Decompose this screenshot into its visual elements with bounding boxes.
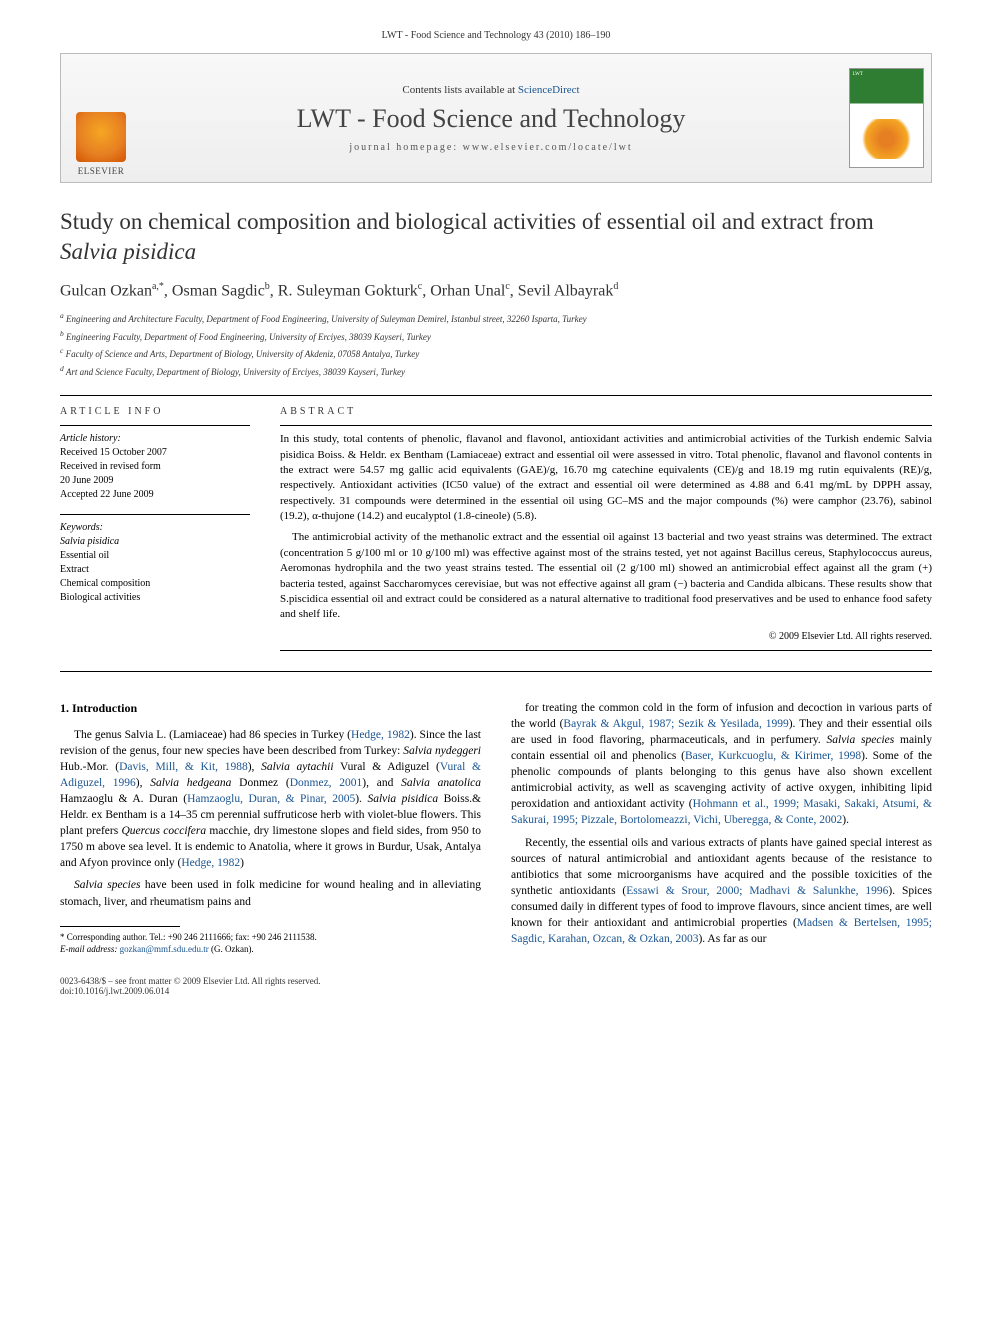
article-info-heading: ARTICLE INFO bbox=[60, 406, 250, 417]
article-history: Article history: Received 15 October 200… bbox=[60, 432, 250, 502]
citation-link[interactable]: Bayrak & Akgul, 1987; Sezik & Yesilada, … bbox=[563, 718, 788, 730]
citation-link[interactable]: Davis, Mill, & Kit, 1988 bbox=[119, 761, 248, 773]
running-header: LWT - Food Science and Technology 43 (20… bbox=[60, 30, 932, 41]
contents-available: Contents lists available at ScienceDirec… bbox=[141, 84, 841, 96]
citation-link[interactable]: Baser, Kurkcuoglu, & Kirimer, 1998 bbox=[685, 750, 861, 762]
journal-homepage: journal homepage: www.elsevier.com/locat… bbox=[141, 142, 841, 153]
affiliation-line: b Engineering Faculty, Department of Foo… bbox=[60, 328, 932, 345]
citation-link[interactable]: Hohmann et al., 1999; Masaki, Sakaki, At… bbox=[511, 798, 932, 826]
section-heading: 1. Introduction bbox=[60, 700, 481, 717]
email-link[interactable]: gozkan@mmf.sdu.edu.tr bbox=[120, 944, 209, 954]
journal-banner: ELSEVIER Contents lists available at Sci… bbox=[60, 53, 932, 183]
abstract: ABSTRACT In this study, total contents o… bbox=[280, 406, 932, 651]
affiliations: a Engineering and Architecture Faculty, … bbox=[60, 310, 932, 379]
keyword: Salvia pisidica bbox=[60, 535, 250, 549]
body-paragraph: Salvia species have been used in folk me… bbox=[60, 877, 481, 909]
doi-line: doi:10.1016/j.lwt.2009.06.014 bbox=[60, 986, 321, 996]
homepage-url: www.elsevier.com/locate/lwt bbox=[463, 142, 633, 153]
publisher-block: ELSEVIER bbox=[61, 54, 141, 182]
keyword: Chemical composition bbox=[60, 577, 250, 591]
keyword: Extract bbox=[60, 563, 250, 577]
publisher-name: ELSEVIER bbox=[78, 166, 125, 176]
keyword: Biological activities bbox=[60, 591, 250, 605]
keywords-label: Keywords: bbox=[60, 521, 250, 535]
body-column-right: for treating the common cold in the form… bbox=[511, 700, 932, 956]
citation-link[interactable]: Donmez, 2001 bbox=[290, 777, 363, 789]
article-info: ARTICLE INFO Article history: Received 1… bbox=[60, 406, 250, 651]
citation-link[interactable]: Hedge, 1982 bbox=[181, 857, 240, 869]
body-paragraph: The genus Salvia L. (Lamiaceae) had 86 s… bbox=[60, 727, 481, 872]
copyright-line: © 2009 Elsevier Ltd. All rights reserved… bbox=[280, 631, 932, 642]
citation-link[interactable]: Hamzaoglu, Duran, & Pinar, 2005 bbox=[187, 793, 355, 805]
history-line: Received in revised form bbox=[60, 460, 250, 474]
footnotes: * Corresponding author. Tel.: +90 246 21… bbox=[60, 931, 481, 956]
abstract-paragraph: In this study, total contents of phenoli… bbox=[280, 432, 932, 524]
abstract-paragraph: The antimicrobial activity of the methan… bbox=[280, 530, 932, 622]
affiliation-line: d Art and Science Faculty, Department of… bbox=[60, 363, 932, 380]
citation-link[interactable]: Madsen & Bertelsen, 1995; Sagdic, Karaha… bbox=[511, 917, 932, 945]
keywords-block: Keywords: Salvia pisidicaEssential oilEx… bbox=[60, 521, 250, 605]
abstract-text: In this study, total contents of phenoli… bbox=[280, 432, 932, 623]
footnote-rule bbox=[60, 926, 180, 927]
title-species: Salvia pisidica bbox=[60, 239, 196, 264]
elsevier-tree-icon bbox=[76, 112, 126, 162]
affiliation-line: c Faculty of Science and Arts, Departmen… bbox=[60, 345, 932, 362]
contents-prefix: Contents lists available at bbox=[402, 84, 517, 96]
abstract-heading: ABSTRACT bbox=[280, 406, 932, 417]
title-text: Study on chemical composition and biolog… bbox=[60, 209, 874, 234]
sciencedirect-link[interactable]: ScienceDirect bbox=[518, 84, 580, 96]
body-paragraph: Recently, the essential oils and various… bbox=[511, 835, 932, 948]
article-title: Study on chemical composition and biolog… bbox=[60, 207, 932, 267]
author-list: Gulcan Ozkana,*, Osman Sagdicb, R. Suley… bbox=[60, 281, 932, 300]
history-line: Accepted 22 June 2009 bbox=[60, 488, 250, 502]
body-paragraph: for treating the common cold in the form… bbox=[511, 700, 932, 829]
citation-link[interactable]: Hedge, 1982 bbox=[351, 729, 410, 741]
homepage-prefix: journal homepage: bbox=[349, 142, 462, 153]
page-footer: 0023-6438/$ – see front matter © 2009 El… bbox=[60, 976, 932, 996]
keyword: Essential oil bbox=[60, 549, 250, 563]
front-matter-line: 0023-6438/$ – see front matter © 2009 El… bbox=[60, 976, 321, 986]
affiliation-line: a Engineering and Architecture Faculty, … bbox=[60, 310, 932, 327]
divider bbox=[60, 395, 932, 396]
history-line: Received 15 October 2007 bbox=[60, 446, 250, 460]
email-attribution: (G. Ozkan). bbox=[209, 944, 254, 954]
cover-thumb-wrap: LWT bbox=[841, 54, 931, 182]
body-column-left: 1. Introduction The genus Salvia L. (Lam… bbox=[60, 700, 481, 956]
history-line: 20 June 2009 bbox=[60, 474, 250, 488]
corresponding-author: * Corresponding author. Tel.: +90 246 21… bbox=[60, 931, 481, 944]
journal-title: LWT - Food Science and Technology bbox=[141, 104, 841, 134]
cover-label: LWT bbox=[853, 72, 863, 77]
email-label: E-mail address: bbox=[60, 944, 120, 954]
citation-link[interactable]: Essawi & Srour, 2000; Madhavi & Salunkhe… bbox=[626, 885, 888, 897]
history-label: Article history: bbox=[60, 432, 250, 446]
journal-cover-thumbnail: LWT bbox=[849, 68, 924, 168]
